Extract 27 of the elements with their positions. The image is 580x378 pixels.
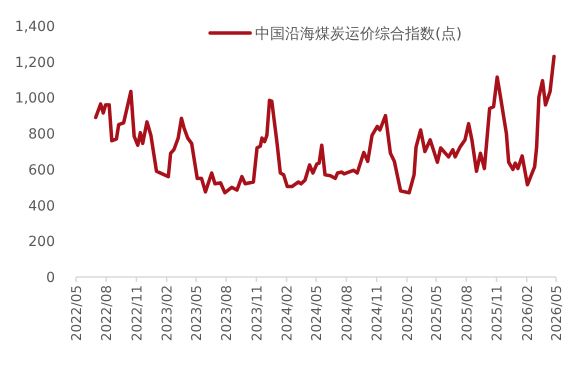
y-tick-label: 1,200 <box>14 54 55 71</box>
y-tick-label: 400 <box>28 198 55 214</box>
x-tick-label: 2025/02 <box>400 285 416 342</box>
x-tick-label: 2022/05 <box>69 285 85 342</box>
x-tick-label: 2024/08 <box>339 285 356 342</box>
x-tick-label: 2022/08 <box>99 285 116 342</box>
y-tick-label: 800 <box>28 126 55 143</box>
x-tick-label: 2024/11 <box>370 285 386 342</box>
legend-label: 中国沿海煤炭运价综合指数(点) <box>255 24 462 42</box>
x-tick-label: 2023/05 <box>188 285 205 342</box>
line-series <box>94 54 556 194</box>
x-tick-label: 2025/05 <box>429 285 446 342</box>
y-tick-label: 200 <box>28 234 55 250</box>
x-tick-label: 2025/08 <box>459 285 476 342</box>
x-tick-label: 2024/02 <box>280 285 296 342</box>
x-tick-label: 2024/05 <box>309 285 326 342</box>
x-tick-label: 2026/02 <box>520 285 536 342</box>
y-tick-label: 0 <box>46 270 55 286</box>
y-tick-label: 1,000 <box>14 90 55 107</box>
x-tick-label: 2026/05 <box>549 285 565 342</box>
y-tick-label: 1,400 <box>14 19 55 35</box>
y-tick-label: 600 <box>28 162 55 178</box>
x-tick-label: 2025/11 <box>490 285 506 342</box>
x-tick-label: 2022/11 <box>129 285 146 342</box>
x-tick-label: 2023/08 <box>219 285 236 342</box>
x-tick-label: 2023/02 <box>160 285 176 342</box>
x-tick-label: 2023/11 <box>249 285 266 342</box>
